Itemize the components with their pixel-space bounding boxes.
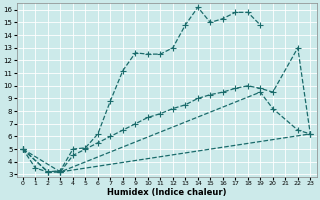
X-axis label: Humidex (Indice chaleur): Humidex (Indice chaleur) — [107, 188, 226, 197]
